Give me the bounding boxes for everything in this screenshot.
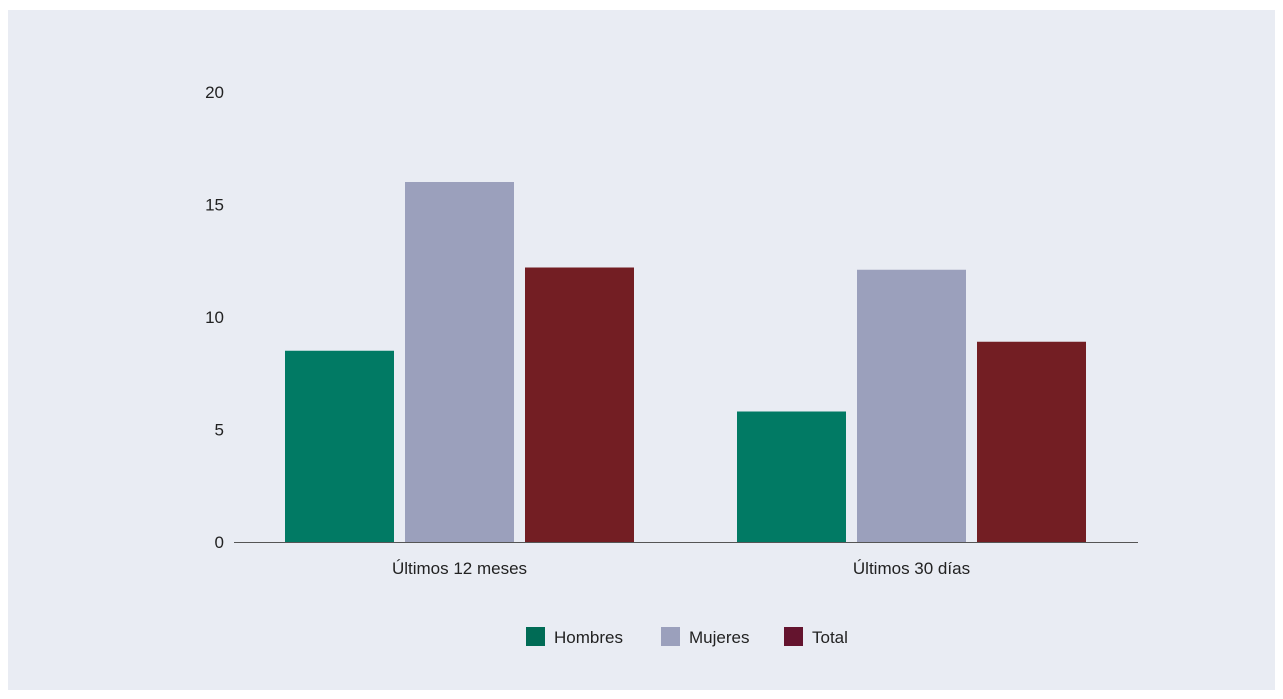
legend-swatch-hombres [526,627,545,646]
y-tick-label: 0 [215,533,224,552]
y-tick-label: 20 [205,83,224,102]
legend-label-hombres: Hombres [554,628,623,647]
legend-label-mujeres: Mujeres [689,628,749,647]
legend-swatch-total [784,627,803,646]
bar-total-2 [977,341,1086,542]
bar-mujeres-1 [405,182,514,542]
bar-total-1 [525,267,634,542]
bar-hombres-2 [737,411,846,542]
legend-swatch-mujeres [661,627,680,646]
x-category-label: Últimos 30 días [853,559,970,578]
x-category-label: Últimos 12 meses [392,559,527,578]
y-tick-label: 5 [215,421,224,440]
bar-hombres-1 [285,350,394,542]
legend: Hombres Mujeres Total [526,627,848,647]
bars [285,182,1086,542]
bar-mujeres-2 [857,269,966,542]
y-axis-ticks: 0 5 10 15 20 [205,83,224,552]
y-tick-label: 10 [205,308,224,327]
y-tick-label: 15 [205,196,224,215]
legend-label-total: Total [812,628,848,647]
x-axis-categories: Últimos 12 meses Últimos 30 días [392,559,970,578]
